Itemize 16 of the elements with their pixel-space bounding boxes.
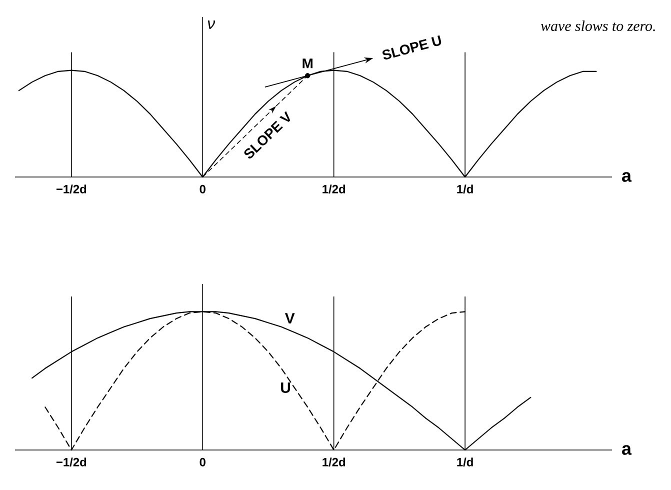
text: SLOPE U [382, 35, 442, 60]
x-tick-label: 0 [200, 184, 206, 194]
x-tick-label: 1/d [457, 184, 473, 194]
x-tick-label: 1/2d [322, 184, 346, 194]
x-tick-label: 1/2d [322, 458, 346, 467]
x-tick-label: 0 [200, 458, 206, 466]
series-label: V [284, 313, 295, 324]
x-axis-title: a [622, 172, 632, 182]
y-axis-title: ν [208, 20, 216, 29]
series-label: M [302, 58, 312, 68]
x-axis-title: a [622, 445, 632, 455]
x-tick-label: −1/2d [56, 458, 86, 467]
x-tick-label: −1/2d [56, 184, 86, 194]
series-label: U [281, 382, 290, 393]
text: wave slows to zero. [540, 20, 655, 32]
x-tick-label: 1/d [457, 458, 473, 467]
